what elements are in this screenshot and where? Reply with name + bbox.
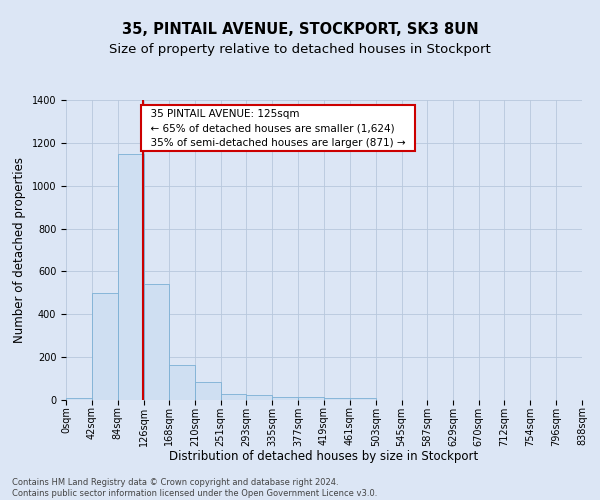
Bar <box>66 398 92 400</box>
Text: 35, PINTAIL AVENUE, STOCKPORT, SK3 8UN: 35, PINTAIL AVENUE, STOCKPORT, SK3 8UN <box>122 22 478 38</box>
X-axis label: Distribution of detached houses by size in Stockport: Distribution of detached houses by size … <box>169 450 479 463</box>
Text: Size of property relative to detached houses in Stockport: Size of property relative to detached ho… <box>109 42 491 56</box>
Bar <box>272 397 298 400</box>
Y-axis label: Number of detached properties: Number of detached properties <box>13 157 26 343</box>
Bar <box>298 397 324 400</box>
Bar <box>169 364 196 400</box>
Bar <box>247 394 272 400</box>
Bar <box>118 154 143 400</box>
Bar <box>350 398 376 400</box>
Bar <box>221 394 247 400</box>
Bar <box>92 293 118 400</box>
Text: 35 PINTAIL AVENUE: 125sqm  
  ← 65% of detached houses are smaller (1,624)  
  3: 35 PINTAIL AVENUE: 125sqm ← 65% of detac… <box>144 108 412 148</box>
Text: Contains HM Land Registry data © Crown copyright and database right 2024.
Contai: Contains HM Land Registry data © Crown c… <box>12 478 377 498</box>
Bar <box>143 284 169 400</box>
Bar <box>196 382 221 400</box>
Bar <box>324 398 350 400</box>
